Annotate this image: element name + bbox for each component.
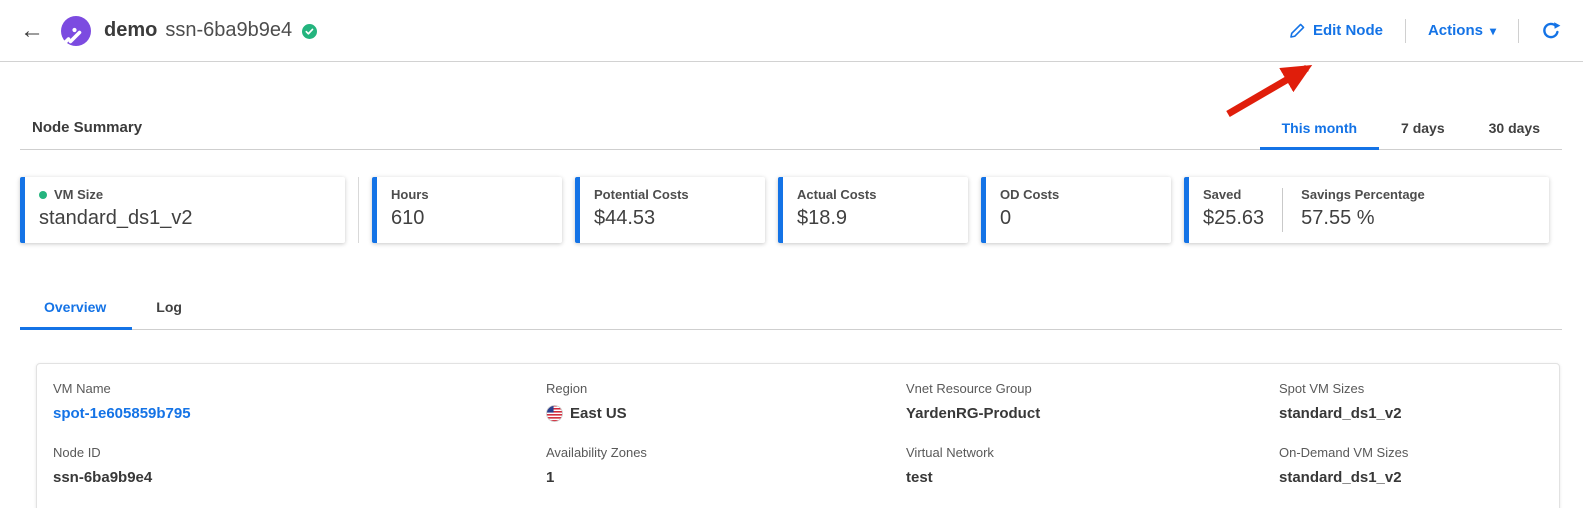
node-summary-header: Node Summary This month 7 days 30 days <box>20 62 1562 150</box>
date-range-tabs: This month 7 days 30 days <box>1259 120 1562 150</box>
edit-node-label: Edit Node <box>1312 22 1383 39</box>
actual-costs-card: Actual Costs $18.9 <box>778 177 968 243</box>
detail-tabs: Overview Log <box>20 299 1562 330</box>
saved-label: Saved <box>1203 187 1242 202</box>
vm-size-card: VM Size standard_ds1_v2 <box>20 177 345 243</box>
divider <box>1518 18 1519 43</box>
back-arrow-icon[interactable]: ← <box>20 16 44 44</box>
availability-zones-value: 1 <box>546 469 555 486</box>
hours-value: 610 <box>391 207 425 229</box>
hours-card: Hours 610 <box>372 177 562 243</box>
potential-costs-label: Potential Costs <box>594 187 689 202</box>
field-vnet-resource-group: Vnet Resource Group YardenRG-Product <box>906 381 1279 422</box>
check-circle-icon <box>302 24 318 39</box>
field-vm-name: VM Name spot-1e605859b795 <box>53 381 546 422</box>
field-availability-zones: Availability Zones 1 <box>546 445 906 486</box>
saved-value: $25.63 <box>1203 207 1265 229</box>
virtual-network-label: Virtual Network <box>906 445 994 460</box>
region-value: East US <box>546 405 906 422</box>
vnet-resource-group-label: Vnet Resource Group <box>906 381 1032 396</box>
vm-name-link[interactable]: spot-1e605859b795 <box>53 405 191 422</box>
pencil-icon <box>1289 22 1306 39</box>
field-on-demand-vm-sizes: On-Demand VM Sizes standard_ds1_v2 <box>1279 445 1559 486</box>
refresh-icon <box>1543 21 1561 38</box>
spot-vm-sizes-value: standard_ds1_v2 <box>1279 405 1402 422</box>
chevron-down-icon: ▾ <box>1489 24 1496 38</box>
field-region: Region Ea <box>546 381 906 422</box>
field-virtual-network: Virtual Network test <box>906 445 1279 486</box>
field-spot-vm-sizes: Spot VM Sizes standard_ds1_v2 <box>1279 381 1559 422</box>
potential-costs-card: Potential Costs $44.53 <box>575 177 765 243</box>
vertical-divider <box>1282 188 1284 232</box>
node-id-title: ssn-6ba9b9e4 <box>165 19 293 41</box>
on-demand-vm-sizes-label: On-Demand VM Sizes <box>1279 445 1409 460</box>
us-flag-icon <box>546 405 563 422</box>
refresh-button[interactable] <box>1541 21 1561 41</box>
hours-label: Hours <box>391 187 429 202</box>
vm-size-label: VM Size <box>39 187 331 202</box>
actions-button[interactable]: Actions ▾ <box>1428 22 1496 39</box>
page-title: demo <box>104 19 158 41</box>
node-id-label: Node ID <box>53 445 101 460</box>
topbar-left: ← demo ssn-6ba9b9e4 <box>20 15 318 47</box>
tab-overview[interactable]: Overview <box>20 299 133 330</box>
virtual-network-value: test <box>906 469 933 486</box>
vm-name-label: VM Name <box>53 381 111 396</box>
node-id-value: ssn-6ba9b9e4 <box>53 469 153 486</box>
savings-card: Saved $25.63 Savings Percentage 57.55 % <box>1184 177 1549 243</box>
savings-percentage-label: Savings Percentage <box>1301 187 1425 202</box>
tab-log[interactable]: Log <box>156 299 182 315</box>
actual-costs-label: Actual Costs <box>797 187 877 202</box>
saved-metric: Saved $25.63 <box>1203 187 1282 230</box>
topbar-actions: Edit Node Actions ▾ <box>1289 18 1561 43</box>
vnet-resource-group-value: YardenRG-Product <box>906 405 1041 422</box>
actions-label: Actions <box>1427 22 1483 39</box>
divider <box>1404 18 1406 43</box>
actual-costs-value: $18.9 <box>797 207 848 229</box>
region-label: Region <box>546 381 588 396</box>
spot-vm-sizes-label: Spot VM Sizes <box>1279 381 1365 396</box>
savings-percentage-metric: Savings Percentage 57.55 % <box>1301 187 1443 230</box>
vm-size-value: standard_ds1_v2 <box>39 207 193 229</box>
node-summary-heading: Node Summary <box>32 119 143 136</box>
topbar: ← demo ssn-6ba9b9e4 Edit Node <box>0 0 1583 62</box>
potential-costs-value: $44.53 <box>594 207 656 229</box>
vertical-divider <box>358 177 359 243</box>
green-dot-icon <box>39 190 47 199</box>
savings-percentage-value: 57.55 % <box>1301 207 1375 229</box>
availability-zones-label: Availability Zones <box>546 445 647 460</box>
od-costs-card: OD Costs 0 <box>981 177 1171 243</box>
edit-node-button[interactable]: Edit Node <box>1289 22 1383 39</box>
on-demand-vm-sizes-value: standard_ds1_v2 <box>1279 469 1402 486</box>
tab-30-days[interactable]: 30 days <box>1488 120 1540 136</box>
field-node-id: Node ID ssn-6ba9b9e4 <box>53 445 546 486</box>
tab-this-month[interactable]: This month <box>1259 120 1380 150</box>
region-text: East US <box>570 405 627 422</box>
od-costs-value: 0 <box>1000 207 1012 229</box>
summary-cards-row: VM Size standard_ds1_v2 Hours 610 Potent… <box>20 177 1563 243</box>
tab-7-days[interactable]: 7 days <box>1401 120 1445 136</box>
od-costs-label: OD Costs <box>1000 187 1060 202</box>
spot-logo-icon <box>60 15 92 47</box>
overview-panel: VM Name spot-1e605859b795 Region <box>36 363 1560 508</box>
